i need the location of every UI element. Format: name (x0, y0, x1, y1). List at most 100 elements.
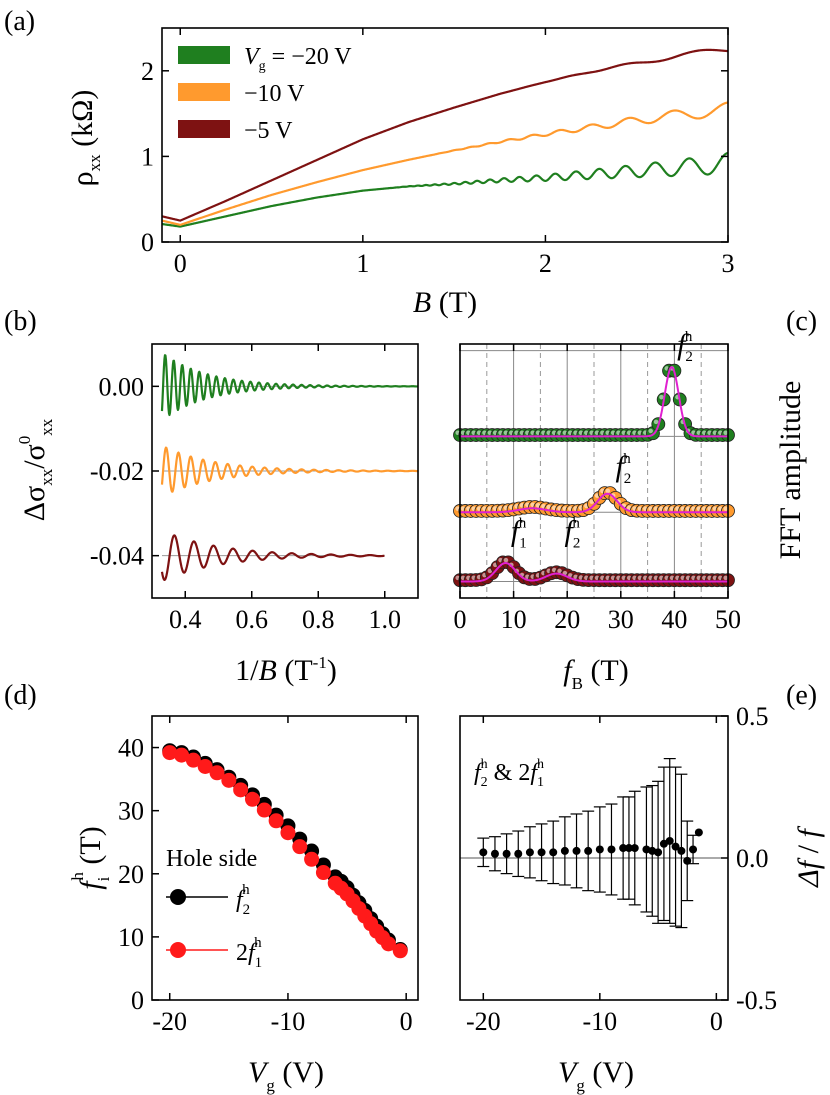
panel-e-point (624, 844, 633, 853)
panel-d-point (162, 745, 178, 761)
panel-b: 0.4 0.6 0.8 1.0 0.00 -0.02 -0.04 (b) 1/B (T-1) Δσ… (4, 306, 419, 687)
panel-c-point-highlight (503, 557, 509, 563)
panel-e-point (689, 845, 698, 854)
panel-a-xlabel: B (T) (413, 286, 477, 319)
panel-d-point (244, 791, 260, 807)
panel-e-point (502, 849, 511, 858)
panel-c-fit-line (459, 562, 728, 583)
panel-c-peak-label: f2h (615, 450, 631, 487)
panel-d-ylabel: fih (T) (68, 826, 113, 889)
panel-e-point (683, 856, 692, 865)
panel-e-annotation: f2h & 2f1h (474, 757, 544, 790)
panel-d-legend-label: 2f1h (236, 935, 262, 971)
panel-d-legend-marker (170, 889, 186, 905)
panel-c-xtick-label: 0 (454, 605, 467, 634)
panel-a-ytick-label: 0 (141, 228, 154, 257)
panel-b-ytick-label: -0.04 (90, 542, 144, 571)
legend-label: −5 V (244, 118, 293, 144)
panel-d: -20 -10 0 0 10 20 30 40 (d) Hole side f2h 2f1h Vg (V… (4, 680, 419, 1095)
panel-c-point-highlight (557, 568, 562, 574)
panel-b-tag: (b) (4, 306, 37, 337)
panel-c-xtick-label: 10 (501, 605, 527, 634)
panel-e-point (607, 845, 616, 854)
panel-d-point (197, 758, 213, 774)
panel-a-xtick-label: 1 (356, 249, 369, 278)
panel-c-point-highlight (605, 488, 611, 494)
panel-d-xtick-label: 0 (400, 1007, 413, 1036)
legend-swatch (178, 83, 230, 101)
panel-b-ylabel: Δσxx/σ0xx (15, 418, 56, 521)
panel-c-tag: (c) (786, 306, 817, 337)
panel-d-ytick-label: 0 (131, 986, 144, 1015)
panel-a-xtick-label: 3 (722, 249, 735, 278)
panel-d-point (392, 943, 408, 959)
panel-a-series-line (161, 151, 729, 228)
panel-b-series-line (160, 354, 419, 417)
panel-e-point (630, 844, 639, 853)
panel-c-point-highlight (723, 575, 728, 581)
legend-swatch (178, 120, 230, 138)
panel-c-frame (459, 343, 729, 599)
panel-e-point (677, 846, 686, 855)
panel-e-point (572, 846, 581, 855)
panel-c-fit-line (459, 492, 728, 514)
panel-e-point (671, 842, 680, 851)
panel-c-point-highlight (589, 499, 594, 504)
panel-a-xtick-label: 2 (539, 249, 552, 278)
panel-e: -20 -10 0 0.5 0.0 -0.5 (e) f2h & 2f1h Vg (V) Δf /… (459, 680, 825, 1095)
panel-e-point (595, 845, 604, 854)
panel-b-ytick-label: -0.02 (90, 457, 144, 486)
panel-d-point (233, 782, 249, 798)
panel-c-point-highlight (653, 419, 659, 425)
panel-d-point (221, 772, 237, 788)
panel-a-ytick-label: 1 (141, 142, 154, 171)
panel-e-point (584, 846, 593, 855)
panel-e-xtick-label: -20 (466, 1007, 501, 1036)
panel-d-legend-marker (170, 942, 186, 958)
panel-b-ytick-label: 0.00 (99, 372, 145, 401)
panel-d-xlabel: Vg (V) (248, 1056, 324, 1095)
panel-c-ylabel: FFT amplitude (774, 381, 807, 560)
panel-e-point (694, 828, 703, 837)
panel-c-xtick-label: 30 (608, 605, 634, 634)
panel-c-point-highlight (487, 568, 493, 574)
panel-c-point-highlight (723, 430, 728, 436)
panel-e-point (665, 836, 674, 845)
panel-d-point (268, 813, 284, 829)
panel-b-series-line (160, 534, 386, 581)
panel-e-point (514, 849, 523, 858)
panel-e-point (619, 844, 628, 853)
panel-e-point (525, 848, 534, 857)
panel-e-point (479, 848, 488, 857)
panel-e-xtick-label: -10 (582, 1007, 617, 1036)
panel-a-series-line (161, 48, 729, 222)
legend-swatch (178, 46, 230, 64)
panel-e-ytick-label: 0.0 (736, 844, 769, 873)
panel-d-ytick-label: 30 (118, 797, 144, 826)
panel-b-xtick-label: 0.6 (236, 605, 269, 634)
panel-a-ytick-label: 2 (141, 57, 154, 86)
panel-a: 0 1 2 3 0 1 2 (a) B (T) ρxx (kΩ) Vg = −20 V −10 V −5… (4, 6, 735, 319)
panel-c-point-highlight (648, 428, 653, 434)
panel-e-point (490, 849, 499, 858)
panel-e-xtick-label: 0 (710, 1007, 723, 1036)
panel-e-point (654, 848, 663, 857)
panel-d-point (256, 802, 272, 818)
panel-e-point (537, 848, 546, 857)
panel-c-point-highlight (659, 394, 664, 400)
panel-a-ylabel: ρxx (kΩ) (66, 90, 104, 187)
panel-b-xlabel: 1/B (T-1) (235, 653, 337, 687)
panel-d-point (280, 825, 296, 841)
panel-d-tag: (d) (4, 680, 37, 711)
panel-d-xtick-label: -20 (152, 1007, 187, 1036)
panel-c-xtick-label: 20 (554, 605, 580, 634)
panel-c-fit-line (459, 366, 728, 438)
panel-a-xtick-label: 0 (174, 249, 187, 278)
panel-e-point (560, 846, 569, 855)
legend-label: −10 V (244, 81, 305, 107)
panel-d-point (209, 765, 225, 781)
panel-a-frame (161, 27, 729, 243)
panel-a-series-line (161, 101, 729, 226)
panel-d-point (292, 839, 308, 855)
panel-c-peak-label: f2h (565, 515, 581, 552)
